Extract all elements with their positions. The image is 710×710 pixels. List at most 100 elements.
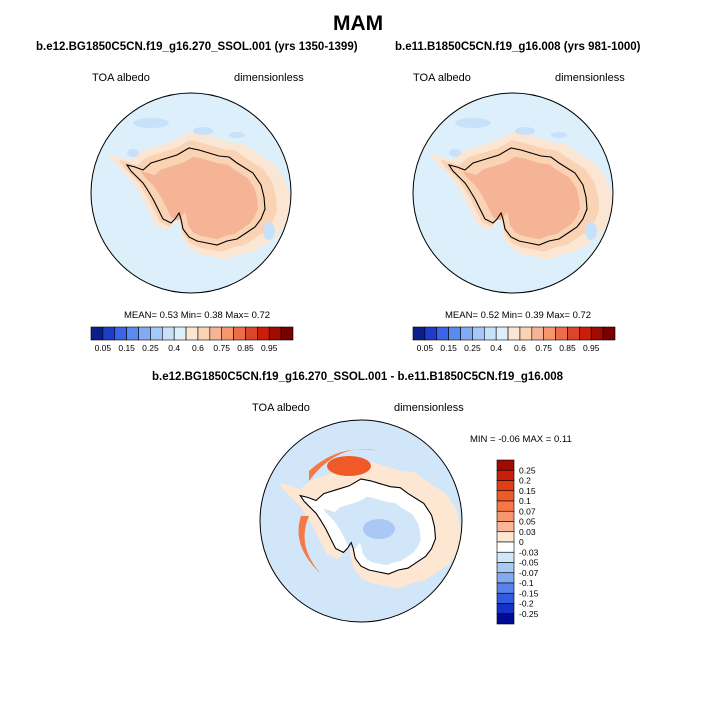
- colorbar-2-box: [460, 326, 473, 341]
- colorbar-2-box: [531, 326, 545, 341]
- colorbar-3-tick-label: -0.25: [519, 609, 539, 619]
- max-value: 0.72: [572, 310, 592, 321]
- colorbar-2-box: [543, 326, 556, 341]
- colorbar-1-tick-label: 0.15: [118, 343, 135, 353]
- colorbar-3-tick-label: -0.2: [519, 599, 534, 609]
- colorbar-1-tick-label: 0.85: [237, 343, 254, 353]
- map-positive-arc: [309, 449, 379, 481]
- panel-2-units-label: dimensionless: [555, 72, 625, 84]
- map-plateau: [140, 156, 258, 240]
- colorbar-2-box: [436, 326, 449, 341]
- mean-label: MEAN=: [445, 310, 478, 321]
- colorbar-2-tick-label: 0.15: [440, 343, 457, 353]
- colorbar-1-box: [257, 326, 270, 341]
- colorbar-2-box: [555, 326, 568, 341]
- panel-1-stats: MEAN= 0.53 Min= 0.38 Max= 0.72: [124, 310, 270, 321]
- min-label: MIN =: [470, 434, 496, 445]
- colorbar-3-box: [496, 521, 515, 533]
- colorbar-2-box: [507, 326, 521, 341]
- colorbar-2-box: [579, 326, 592, 341]
- colorbar-2-box: [590, 326, 604, 341]
- colorbar-2-box: [495, 326, 509, 341]
- panel-2-stats: MEAN= 0.52 Min= 0.39 Max= 0.72: [445, 310, 591, 321]
- colorbar-2-tick-label: 0.85: [559, 343, 576, 353]
- min-value: -0.06: [498, 434, 520, 445]
- map-1-border: [90, 92, 292, 294]
- colorbar-1-box: [268, 326, 282, 341]
- panel-3-units-label: dimensionless: [394, 402, 464, 414]
- colorbar-3-tick-label: -0.05: [519, 558, 539, 568]
- map-2-border: [412, 92, 614, 294]
- min-value: 0.38: [204, 310, 223, 321]
- colorbar-1-box: [102, 326, 116, 341]
- page-title: MAM: [333, 12, 384, 35]
- map-low-albedo-patch: [449, 149, 461, 157]
- max-label: MAX =: [522, 434, 552, 445]
- panel-2-variable-label: TOA albedo: [413, 72, 471, 84]
- colorbar-3-tick-label: 0.05: [519, 517, 536, 527]
- colorbar-3-box: [496, 510, 515, 522]
- map-low-albedo-patch: [585, 222, 597, 240]
- colorbar-1-box: [173, 326, 187, 341]
- map-2-layers: [413, 93, 613, 293]
- colorbar-2-box: [519, 326, 533, 341]
- colorbar-3-box: [496, 531, 515, 543]
- colorbar-1-tick-label: 0.6: [192, 343, 204, 353]
- max-value: 0.72: [251, 310, 271, 321]
- panel-3-stats: MIN = -0.06 MAX = 0.11: [470, 434, 572, 445]
- colorbar-1-box: [280, 326, 294, 341]
- map-low-albedo-patch: [551, 132, 567, 138]
- colorbar-1-tick-label: 0.05: [95, 343, 112, 353]
- map-coastline: [125, 147, 266, 246]
- colorbar-3-box: [496, 572, 515, 584]
- map-3-border: [259, 419, 463, 623]
- colorbar-3-tick-label: 0.2: [519, 476, 531, 486]
- min-value: 0.39: [525, 310, 544, 321]
- max-label: Max=: [546, 310, 570, 321]
- max-label: Max=: [225, 310, 249, 321]
- colorbar-2-box: [412, 326, 426, 341]
- colorbar-1-tick-label: 0.25: [142, 343, 159, 353]
- min-label: Min=: [501, 310, 523, 321]
- map-3-layers: [260, 420, 462, 622]
- colorbar-1-box: [90, 326, 104, 341]
- map-1-layers: [91, 93, 291, 293]
- colorbar-1-tick-label: 0.95: [261, 343, 278, 353]
- colorbar-3-tick-label: 0.1: [519, 496, 531, 506]
- panel-1-units-label: dimensionless: [234, 72, 304, 84]
- colorbar-1-box: [161, 326, 175, 341]
- colorbar-3-tick-label: 0.03: [519, 527, 536, 537]
- map-low-albedo-patch: [193, 127, 213, 135]
- colorbar-3-tick-label: -0.15: [519, 588, 539, 598]
- panel-3-case-title: b.e12.BG1850C5CN.f19_g16.270_SSOL.001 - …: [152, 371, 564, 383]
- colorbar-3-tick-label: -0.03: [519, 547, 539, 557]
- map-low-albedo-patch: [229, 132, 245, 138]
- colorbar-3-tick-label: 0.07: [519, 506, 536, 516]
- colorbar-1-box: [138, 326, 151, 341]
- colorbar-1-box: [114, 326, 127, 341]
- map-low-albedo-patch: [133, 118, 169, 128]
- colorbar-3-box: [496, 541, 515, 553]
- colorbar-1-box: [197, 326, 211, 341]
- map-positive-arc: [298, 516, 321, 574]
- map-plateau: [462, 156, 580, 240]
- colorbar-3-box: [496, 500, 515, 512]
- colorbar-3-box: [496, 592, 515, 604]
- colorbar-3-box: [496, 469, 515, 481]
- colorbar-3-box: [496, 603, 515, 615]
- map-coastline: [299, 478, 437, 575]
- colorbar-3-tick-label: 0.25: [519, 465, 536, 475]
- colorbar-1-box: [221, 326, 234, 341]
- map-coastline: [447, 147, 588, 246]
- colorbar-3-box: [496, 459, 515, 471]
- map-low-albedo-patch: [127, 149, 139, 157]
- colorbar-3-tick-label: 0.15: [519, 486, 536, 496]
- colorbar-2-tick-label: 0.05: [417, 343, 434, 353]
- map-low-albedo-patch: [263, 222, 275, 240]
- panel-2-case-title: b.e11.B1850C5CN.f19_g16.008 (yrs 981-100…: [395, 41, 641, 53]
- colorbar-2-tick-label: 0.4: [490, 343, 502, 353]
- colorbar-2-box: [567, 326, 580, 341]
- colorbar-1-box: [209, 326, 223, 341]
- colorbar-1-tick-label: 0.4: [168, 343, 180, 353]
